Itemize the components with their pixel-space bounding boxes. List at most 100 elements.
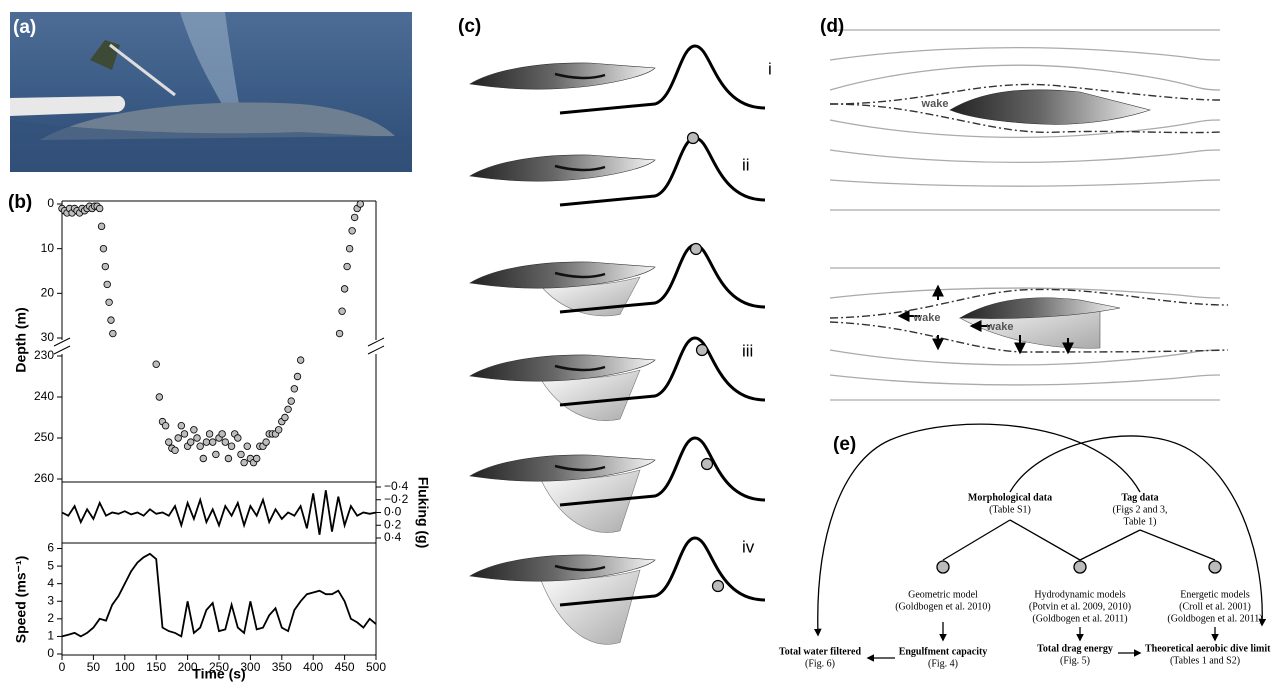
wake-boundary: [829, 288, 1229, 319]
node-note: (Goldbogen et al. 2011): [1032, 613, 1127, 624]
depth-point: [99, 244, 108, 253]
depth-point: [109, 329, 117, 338]
stage-label: i: [768, 59, 772, 78]
panel-label: (c): [458, 16, 481, 37]
y-tick-label: 10: [41, 241, 55, 255]
photo: [10, 12, 412, 172]
node-note: (Croll et al. 2001): [1179, 601, 1251, 612]
depth-point: [190, 426, 198, 434]
y-tick-label: 0·0: [384, 505, 402, 519]
flipper: [554, 72, 606, 80]
depth-point: [165, 438, 173, 446]
streamline: [829, 179, 1221, 187]
depth-point: [161, 422, 170, 430]
node-note: (Goldbogen et al. 2011): [1167, 613, 1262, 624]
y-tick-label: 2: [47, 611, 54, 625]
streamline: [829, 119, 1221, 138]
depth-point: [205, 430, 214, 438]
depth-point: [202, 438, 211, 446]
node-note: (Tables 1 and S2): [1170, 655, 1240, 666]
depth-point: [103, 280, 111, 289]
depth-point: [274, 426, 283, 434]
x-tick-label: 350: [272, 660, 292, 674]
depth-point: [155, 393, 164, 401]
flow-field: wake wake wake: [829, 29, 1229, 401]
y-tick-label: 6: [47, 541, 54, 555]
y-tick-label: 5: [47, 558, 54, 572]
streamline: [829, 149, 1221, 164]
depth-point: [240, 458, 248, 467]
y-tick-label: 1: [47, 629, 54, 643]
node-note: (Fig. 4): [928, 658, 958, 669]
x-tick-label: 250: [209, 660, 229, 674]
y-tick-label: 3: [47, 593, 54, 607]
y-tick-label: 0·4: [384, 530, 402, 544]
whale: [949, 89, 1152, 125]
y-tick-label: −0·2: [384, 492, 409, 506]
x-tick-label: 200: [178, 660, 198, 674]
depth-point: [105, 298, 113, 306]
depth-point: [237, 450, 245, 459]
stage-label: iii: [742, 341, 753, 360]
depth-point: [193, 434, 201, 442]
flipper: [554, 271, 606, 279]
node-title: Tag data: [1121, 492, 1158, 503]
wake-boundary: [829, 83, 1221, 105]
node-title: Energetic models: [1180, 589, 1250, 600]
depth-point: [234, 434, 242, 442]
depth-point: [199, 454, 207, 463]
node-title: Engulfment capacity: [899, 646, 988, 657]
y-tick-label: 250: [34, 430, 54, 444]
y-tick-label: −0·4: [384, 479, 409, 493]
position: [689, 242, 703, 256]
streamline: [829, 349, 1221, 366]
depth-point: [107, 316, 115, 324]
stage-label: ii: [742, 155, 750, 174]
depth-point: [212, 450, 220, 459]
depth-point: [224, 454, 233, 463]
depth-point: [340, 285, 349, 293]
model-diagram: [813, 423, 1267, 662]
y-tick-label: 0: [47, 196, 54, 210]
node-note: (Figs 2 and 3,: [1113, 504, 1168, 515]
profile: [559, 436, 766, 507]
y-tick-label: 0·2: [384, 517, 402, 531]
position: [700, 457, 714, 471]
whale: [469, 261, 656, 317]
flipper: [554, 564, 606, 572]
depth-point: [345, 244, 354, 253]
depth-point: [343, 262, 351, 271]
wake-label: wake: [913, 312, 941, 324]
flipper: [554, 164, 606, 172]
depth-point: [177, 422, 186, 430]
whale: [958, 297, 1121, 319]
data-line: [61, 490, 377, 535]
depth-point: [287, 397, 295, 405]
y-tick-label: 0: [47, 646, 54, 660]
node-note: (Goldbogen et al. 2010): [895, 601, 991, 612]
streamline: [829, 46, 1221, 61]
node-title: Geometric model: [908, 589, 978, 600]
x-tick-label: 0: [59, 660, 66, 674]
panel-label: (b): [8, 192, 32, 213]
y-axis-label: Fluking (g): [415, 477, 431, 549]
streamline: [829, 374, 1221, 386]
profile: [559, 336, 766, 407]
profile: [559, 536, 766, 607]
y-tick-label: 260: [34, 471, 54, 485]
data-line: [61, 552, 377, 638]
panel-label: (a): [13, 17, 36, 38]
panel-label: (d): [820, 16, 844, 37]
y-tick-label: 20: [41, 286, 55, 300]
whale: [469, 454, 656, 533]
wake-boundary: [829, 103, 1221, 134]
y-tick-label: 30: [41, 330, 55, 344]
y-axis-label: Depth (m): [13, 307, 29, 372]
depth-point: [95, 204, 104, 213]
position: [695, 343, 709, 357]
flipper: [554, 464, 606, 472]
depth-point: [262, 438, 270, 446]
